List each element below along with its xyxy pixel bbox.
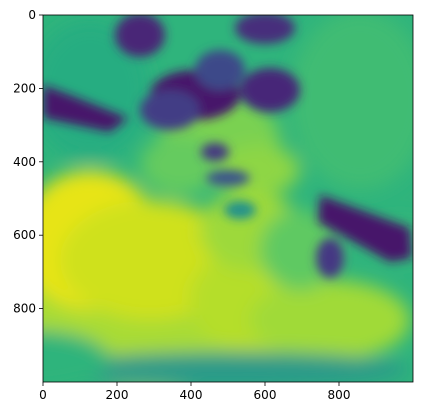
x-tick-label: 800 bbox=[328, 388, 351, 402]
y-tick-label: 400 bbox=[13, 155, 36, 169]
y-axis: 0 200 400 600 800 bbox=[13, 8, 43, 316]
x-tick-label: 400 bbox=[180, 388, 203, 402]
heatmap-image bbox=[43, 15, 413, 382]
y-tick-label: 0 bbox=[28, 8, 36, 22]
y-tick-label: 600 bbox=[13, 228, 36, 242]
x-tick-label: 200 bbox=[106, 388, 129, 402]
x-axis: 0 200 400 600 800 bbox=[39, 382, 350, 402]
y-tick-label: 200 bbox=[13, 81, 36, 95]
x-tick-label: 0 bbox=[39, 388, 47, 402]
y-tick-label: 800 bbox=[13, 302, 36, 316]
plot-frame bbox=[42, 14, 414, 383]
x-tick-label: 600 bbox=[254, 388, 277, 402]
